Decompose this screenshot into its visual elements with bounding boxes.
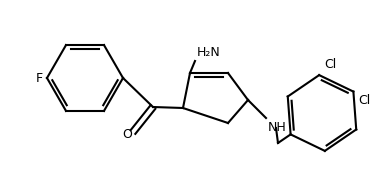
Text: H₂N: H₂N — [197, 46, 221, 59]
Text: O: O — [122, 128, 132, 142]
Text: NH: NH — [268, 121, 287, 134]
Text: Cl: Cl — [324, 58, 336, 71]
Text: F: F — [36, 71, 43, 85]
Text: Cl: Cl — [358, 94, 371, 107]
